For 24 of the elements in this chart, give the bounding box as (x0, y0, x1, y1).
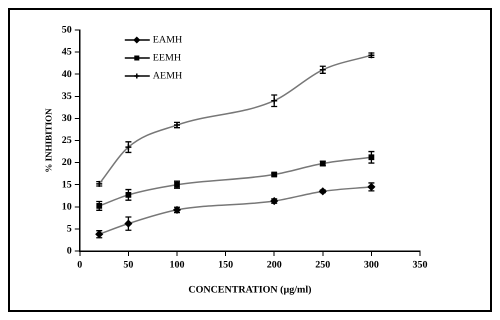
x-tick-label: 100 (170, 260, 184, 271)
y-tick-label: 40 (62, 68, 72, 80)
x-axis-title: CONCENTRATION (µg/ml) (188, 284, 312, 296)
y-tick-label: 50 (62, 24, 72, 36)
y-tick-label: 25 (62, 135, 72, 146)
y-tick-label: 5 (66, 223, 72, 234)
y-tick-label: 15 (62, 179, 72, 190)
y-tick-label: 20 (62, 157, 72, 168)
x-tick-label: 300 (364, 260, 379, 271)
x-tick-label: 200 (266, 260, 282, 271)
x-tick-label: 350 (412, 260, 428, 271)
x-tick-label: 250 (315, 260, 330, 271)
legend-label: EAMH (152, 34, 182, 46)
y-tick-label: 45 (62, 46, 72, 58)
legend-label: EEMH (152, 52, 182, 64)
x-tick-label: 150 (218, 260, 234, 271)
legend-label: AEMH (152, 70, 182, 82)
x-tick-label: 0 (77, 260, 82, 271)
x-tick-label: 50 (123, 260, 134, 271)
y-tick-label: 0 (66, 246, 72, 257)
y-tick-label: 35 (62, 90, 72, 102)
y-tick-label: 10 (62, 201, 72, 212)
y-axis-title: % INHIBITION (44, 108, 54, 173)
y-tick-label: 30 (62, 112, 72, 124)
